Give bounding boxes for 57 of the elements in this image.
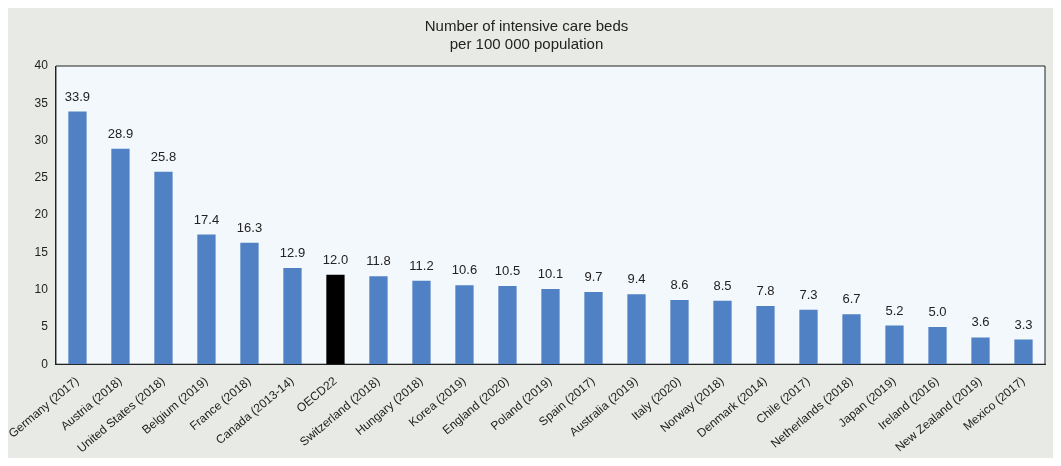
data-label: 3.6 bbox=[971, 314, 990, 330]
data-label: 8.5 bbox=[713, 277, 732, 293]
y-tick-label: 30 bbox=[34, 132, 49, 147]
bar bbox=[541, 288, 560, 365]
data-label: 12.9 bbox=[279, 245, 306, 261]
bar bbox=[111, 148, 130, 365]
data-label: 9.4 bbox=[627, 271, 646, 287]
data-label: 16.3 bbox=[236, 219, 263, 235]
data-label: 5.2 bbox=[885, 302, 904, 318]
text: Number of intensive care beds bbox=[424, 17, 629, 35]
data-label: 17.4 bbox=[193, 211, 220, 227]
data-label: 8.6 bbox=[670, 277, 689, 293]
data-label: 5.0 bbox=[928, 304, 947, 320]
bar bbox=[842, 314, 861, 365]
bar bbox=[971, 337, 990, 365]
bar bbox=[197, 234, 216, 365]
y-tick-label: 25 bbox=[34, 170, 49, 185]
y-tick-label: 35 bbox=[34, 95, 49, 110]
bar bbox=[756, 306, 775, 365]
data-label: 9.7 bbox=[584, 268, 603, 284]
bar bbox=[369, 276, 388, 365]
bar bbox=[412, 280, 431, 365]
data-label: 10.1 bbox=[537, 266, 564, 281]
data-label: 10.5 bbox=[494, 263, 521, 279]
bar bbox=[498, 285, 517, 365]
y-tick-label: 0 bbox=[41, 356, 49, 371]
bar bbox=[885, 325, 904, 365]
y-tick-label: 40 bbox=[34, 58, 49, 73]
bar bbox=[326, 274, 345, 365]
data-label: 25.8 bbox=[150, 148, 177, 164]
data-label: 7.3 bbox=[799, 286, 818, 302]
bar bbox=[283, 268, 302, 365]
y-tick-label: 15 bbox=[34, 244, 49, 259]
bar bbox=[455, 285, 474, 365]
bar bbox=[713, 300, 732, 365]
data-label: 33.9 bbox=[64, 88, 91, 104]
bar bbox=[928, 326, 947, 365]
bar bbox=[1014, 339, 1033, 365]
bar bbox=[670, 300, 689, 365]
data-label: 3.3 bbox=[1014, 316, 1033, 332]
y-tick-label: 5 bbox=[41, 319, 49, 334]
bar bbox=[627, 294, 646, 365]
data-label: 10.6 bbox=[451, 262, 478, 278]
data-label: 6.7 bbox=[842, 291, 861, 307]
data-label: 11.2 bbox=[409, 257, 434, 273]
bar bbox=[154, 171, 173, 365]
y-tick-label: 20 bbox=[34, 207, 49, 222]
bar bbox=[799, 309, 818, 365]
data-label: 7.8 bbox=[756, 283, 775, 299]
bar bbox=[240, 242, 259, 365]
y-tick-label: 10 bbox=[34, 281, 49, 296]
data-label: 28.9 bbox=[107, 125, 134, 141]
text: per 100 000 population bbox=[449, 35, 604, 53]
data-label: 12.0 bbox=[322, 251, 349, 267]
bar bbox=[68, 111, 87, 365]
bar bbox=[584, 291, 603, 365]
data-label: 11.8 bbox=[366, 253, 391, 269]
